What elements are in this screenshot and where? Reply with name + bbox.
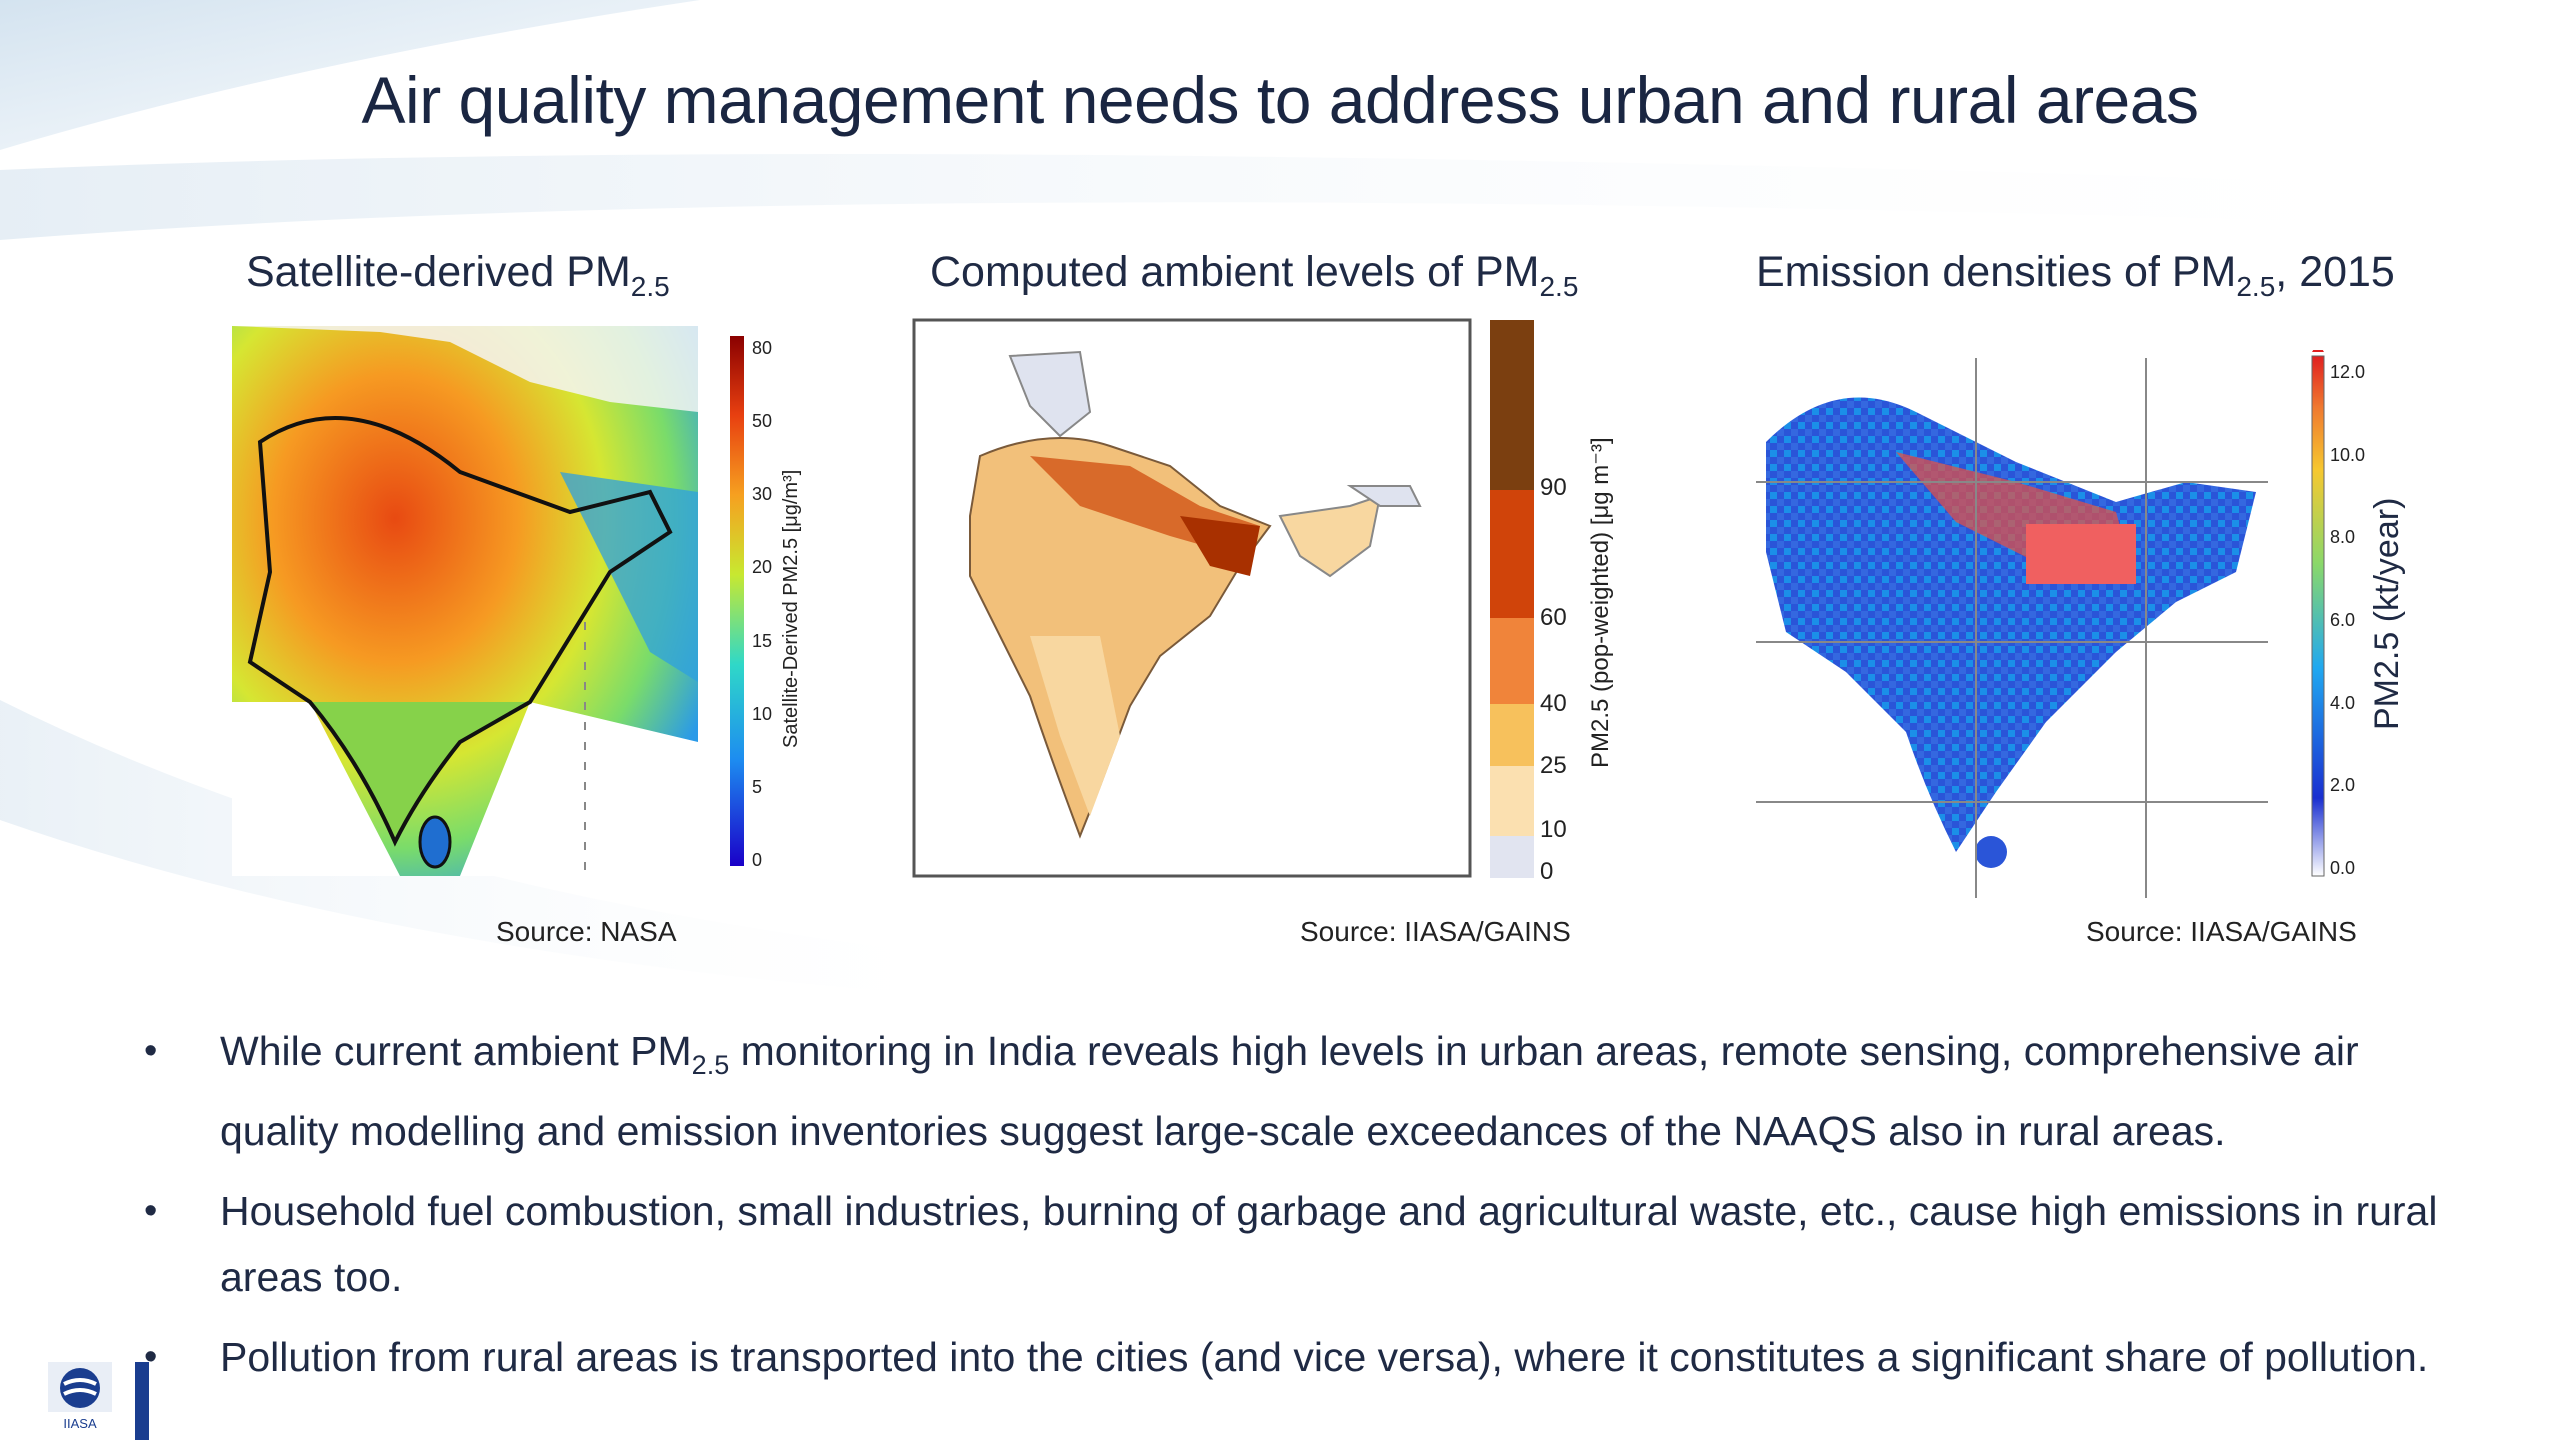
panel-2-tick-40: 40 <box>1540 690 1567 717</box>
panel-1-tick: 30 <box>752 484 773 505</box>
bullet-glyph: • <box>144 1190 158 1232</box>
slide-title: Air quality management needs to address … <box>361 63 2199 137</box>
emission-densities-map <box>1756 358 2268 898</box>
panel-1-tick: 20 <box>752 557 773 578</box>
logo-divider <box>135 1362 149 1440</box>
panel-3-tick: 4.0 <box>2330 692 2356 713</box>
bullet-item: • While current ambient PM2.5 monitoring… <box>140 1018 2440 1164</box>
panel-2-tick-0: 0 <box>1540 858 1554 885</box>
svg-text:IIASA: IIASA <box>63 1416 97 1431</box>
panel-1-title: Satellite-derived PM2.5 <box>246 248 670 302</box>
panel-2-colorbar-label: PM2.5 (pop-weighted) [μg m⁻³] <box>1587 437 1614 768</box>
panel-2-tick-25: 25 <box>1540 752 1567 779</box>
panel-2-tick-90: 90 <box>1540 474 1567 501</box>
satellite-pm25-map <box>232 322 820 882</box>
panel-3-colorbar <box>2311 350 2325 877</box>
panel-3-title: Emission densities of PM2.5, 2015 <box>1756 248 2395 302</box>
panel-1-colorbar-label: Satellite-Derived PM2.5 [μg/m³] <box>780 469 802 748</box>
panel-1-tick: 5 <box>752 776 763 797</box>
panel-3-colorbar-label: PM2.5 (kt/year) <box>2368 497 2406 730</box>
panel-3-source: Source: IIASA/GAINS <box>2086 916 2357 947</box>
panel-3-tick: 0.0 <box>2330 858 2356 878</box>
panel-3-tick: 12.0 <box>2330 362 2366 382</box>
panel-1-tick: 10 <box>752 703 773 724</box>
panel-2-source: Source: IIASA/GAINS <box>1300 916 1571 947</box>
panel-1-tick: 0 <box>752 850 763 870</box>
panel-3-tick: 8.0 <box>2330 527 2356 548</box>
panel-2-title: Computed ambient levels of PM2.5 <box>930 248 1579 302</box>
panel-2-tick-10: 10 <box>1540 816 1567 843</box>
bullet-list: • While current ambient PM2.5 monitoring… <box>140 1018 2440 1404</box>
panel-3-tick: 2.0 <box>2330 775 2356 796</box>
panel-3-tick: 6.0 <box>2330 610 2356 630</box>
panel-1-tick: 15 <box>752 630 773 651</box>
panel-3-tick: 10.0 <box>2330 444 2366 465</box>
panel-2-tick-60: 60 <box>1540 604 1567 631</box>
computed-ambient-pm25-map <box>912 318 1534 878</box>
panel-1-tick: 80 <box>752 338 773 358</box>
bullet-item: • Pollution from rural areas is transpor… <box>140 1324 2440 1390</box>
bullet-glyph: • <box>144 1030 158 1072</box>
panel-1-tick: 50 <box>752 411 773 432</box>
panel-1-source: Source: NASA <box>496 916 677 947</box>
iiasa-logo-icon: IIASA <box>48 1362 112 1431</box>
bullet-item: • Household fuel combustion, small indus… <box>140 1178 2440 1310</box>
